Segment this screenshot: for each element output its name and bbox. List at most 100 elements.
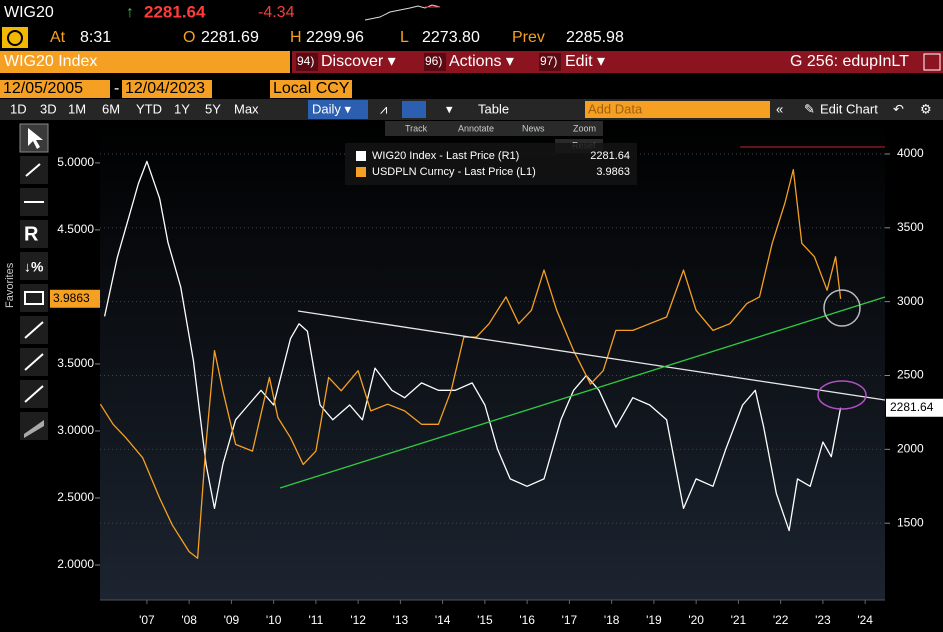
left-panel <box>0 120 100 600</box>
y-tick-label: 2.0000 <box>57 557 94 571</box>
last-value-tag <box>886 398 943 417</box>
legend-label: USDPLN Curncy - Last Price (L1) <box>372 166 536 178</box>
undo[interactable]: ↶ <box>893 101 904 116</box>
dropdown[interactable]: ▾ <box>446 101 453 116</box>
x-tick-label: '19 <box>646 613 662 627</box>
start-date-field[interactable] <box>0 80 110 98</box>
currency-field[interactable] <box>270 80 352 98</box>
range-button[interactable]: 1Y <box>174 101 190 116</box>
range-button[interactable]: 3D <box>40 101 57 116</box>
x-tick-label: '18 <box>604 613 620 627</box>
ray-icon <box>24 353 44 371</box>
x-tick-label: '07 <box>139 613 155 627</box>
popout-icon[interactable] <box>923 53 941 71</box>
x-tick-label: '10 <box>266 613 282 627</box>
start-date: 12/05/2005 <box>3 80 83 97</box>
prev: 2285.98 <box>566 29 624 46</box>
highlight-circle <box>823 289 861 327</box>
series-layer <box>99 153 885 559</box>
legend-label: WIG20 Index - Last Price (R1) <box>372 150 519 162</box>
range-button[interactable]: 5Y <box>205 101 221 116</box>
x-tick-label: '14 <box>435 613 451 627</box>
x-tick-label: '20 <box>688 613 704 627</box>
chart-tool[interactable]: News <box>522 123 545 133</box>
pointer-icon <box>28 128 43 149</box>
change: -4.34 <box>258 4 295 21</box>
tool-button[interactable] <box>20 220 48 248</box>
range-button[interactable]: 1D <box>10 101 27 116</box>
line-icon[interactable]: ⩘ <box>380 101 387 116</box>
bar-icon[interactable] <box>402 101 426 118</box>
menu-num: 96) <box>425 54 442 68</box>
settings[interactable]: ⚙ <box>920 101 932 116</box>
y-tick-label: 2.5000 <box>57 490 94 504</box>
clock-icon[interactable] <box>2 27 28 48</box>
x-tick-label: '22 <box>773 613 789 627</box>
x-tick-label: '16 <box>519 613 535 627</box>
edit-chart[interactable]: Edit Chart <box>820 101 878 116</box>
y-tick-label: 3.0000 <box>57 423 94 437</box>
low: 2273.80 <box>422 29 480 46</box>
currency: Local CCY <box>273 80 350 97</box>
last-value-label: 2281.64 <box>890 400 934 414</box>
menu-item[interactable]: Actions ▾ <box>449 53 514 70</box>
tool-column: R ↓% Favorites <box>4 123 49 440</box>
x-tick-label: '08 <box>181 613 197 627</box>
rect-icon <box>24 291 44 305</box>
highlight-ellipse <box>817 380 867 410</box>
chart-tool[interactable]: Zoom <box>573 123 596 133</box>
legend-value: 3.9863 <box>596 166 630 178</box>
x-tick-label: '09 <box>224 613 240 627</box>
date-dash: - <box>114 80 119 97</box>
segment-icon <box>24 385 44 403</box>
trend-line <box>297 310 886 401</box>
collapse[interactable]: « <box>776 101 783 116</box>
table-button[interactable]: Table <box>478 101 509 116</box>
y2-tick-label: 2500 <box>897 368 924 382</box>
end-date: 12/04/2023 <box>125 80 205 97</box>
menu-num-bg <box>539 53 561 71</box>
open: 2281.69 <box>201 29 259 46</box>
tool-button[interactable] <box>20 252 48 280</box>
range-button[interactable]: Max <box>234 101 259 116</box>
x-tick-label: '17 <box>562 613 578 627</box>
x-tick-label: '12 <box>350 613 366 627</box>
range-button[interactable]: YTD <box>136 101 162 116</box>
y2-tick-label: 2000 <box>897 442 924 456</box>
last-value-label: 3.9863 <box>53 291 90 305</box>
pen-icon <box>25 163 41 177</box>
legend-swatch <box>356 151 366 161</box>
frequency-field[interactable] <box>308 100 368 119</box>
up-arrow: ↑ <box>126 4 134 21</box>
right-axis-panel <box>885 120 943 600</box>
ticker: WIG20 <box>4 4 54 21</box>
menu-item[interactable]: Edit ▾ <box>565 53 605 70</box>
range-button[interactable]: 1M <box>68 101 86 116</box>
add-data-field[interactable] <box>585 101 770 118</box>
favorites-label: Favorites <box>4 262 16 308</box>
chart-tool[interactable]: Annotate <box>458 123 494 133</box>
sparkline <box>364 4 441 21</box>
y2-tick-label: 4000 <box>897 146 924 160</box>
range-button[interactable]: 6M <box>102 101 120 116</box>
y-tick-label: 5.0000 <box>57 155 94 169</box>
x-tick-label: '24 <box>857 613 873 627</box>
x-tick-label: '15 <box>477 613 493 627</box>
chart-tool[interactable]: Track <box>405 123 428 133</box>
line-icon <box>24 321 44 339</box>
edit-icon[interactable]: ✎ <box>804 101 815 116</box>
y2-tick-label: 3500 <box>897 220 924 234</box>
plot-area <box>100 120 885 600</box>
security-field[interactable] <box>0 51 290 73</box>
low-label: L <box>400 29 409 46</box>
trend-line <box>279 296 886 489</box>
clock-face <box>7 30 23 46</box>
series-line <box>103 160 842 532</box>
menu-item[interactable]: Discover ▾ <box>321 53 396 70</box>
high-label: H <box>290 29 302 46</box>
x-tick-label: '21 <box>731 613 747 627</box>
last-price: 2281.64 <box>144 2 206 21</box>
end-date-field[interactable] <box>122 80 212 98</box>
